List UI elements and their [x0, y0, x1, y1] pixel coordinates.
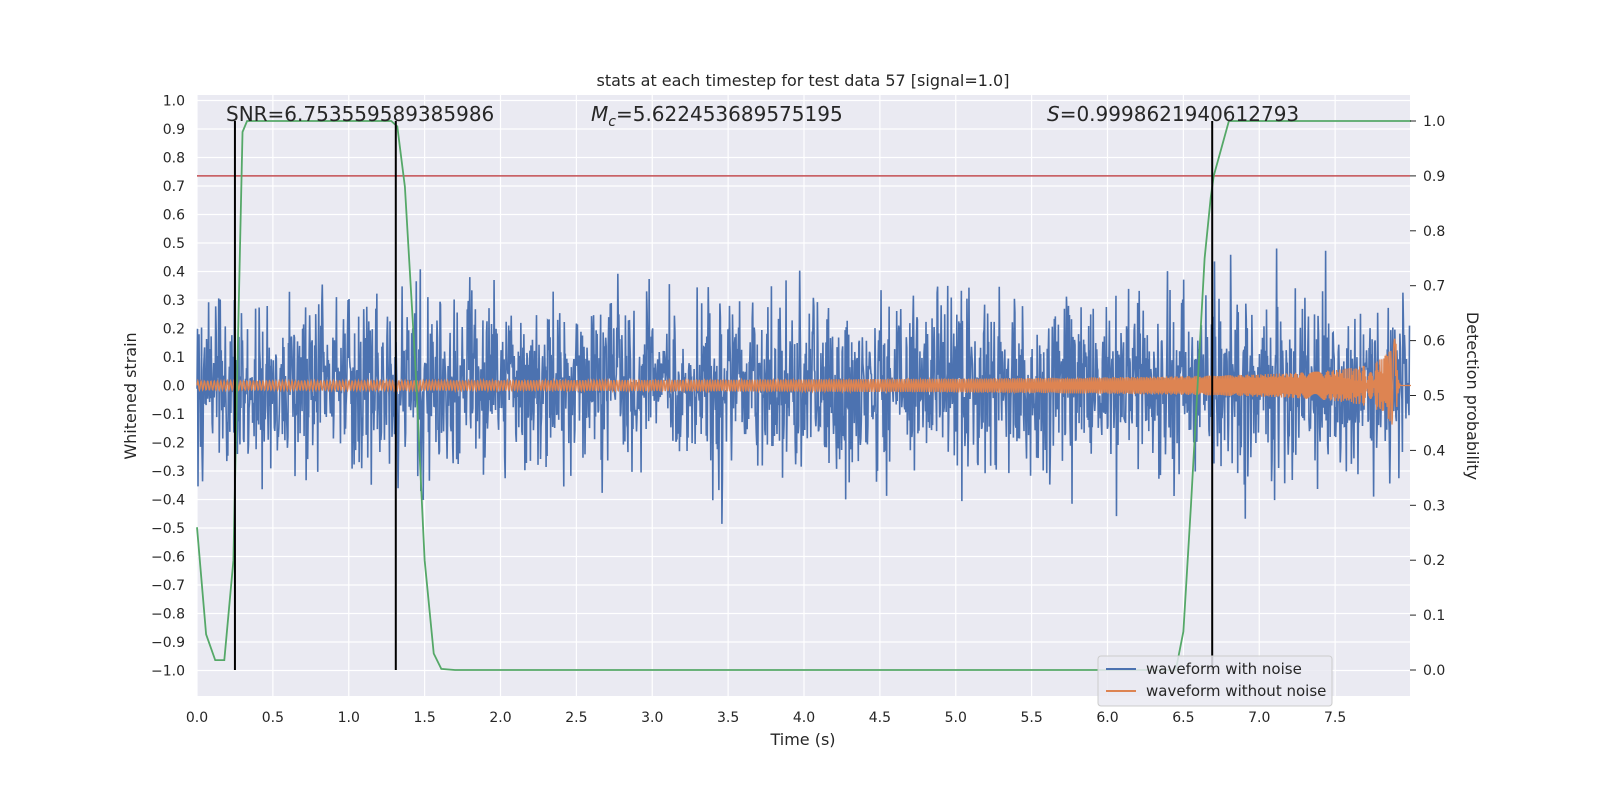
- y2-tick-label: 0.4: [1423, 443, 1445, 459]
- legend-label-noise: waveform with noise: [1146, 660, 1302, 678]
- y2-tick-label: 0.1: [1423, 608, 1445, 624]
- y-tick-label: 0.5: [163, 236, 185, 252]
- legend: waveform with noise waveform without noi…: [1097, 655, 1333, 707]
- y-tick-label: −0.7: [151, 578, 185, 594]
- legend-label-clean: waveform without noise: [1146, 682, 1326, 700]
- annotation-chirp-mass: Mc=5.622453689575195: [591, 102, 843, 130]
- y-tick-label: 0.2: [163, 322, 185, 338]
- y-tick-label: 0.9: [163, 122, 185, 138]
- y2-tick-label: 0.8: [1423, 224, 1445, 240]
- legend-box: [1097, 655, 1333, 707]
- y2-tick-label: 0.0: [1423, 663, 1445, 679]
- x-tick-label: 5.0: [945, 710, 967, 726]
- mc-symbol: M: [591, 102, 608, 126]
- y-tick-label: −0.1: [151, 407, 185, 423]
- series-waveform-without-noise: [196, 338, 1411, 425]
- x-tick-label: 1.0: [338, 710, 360, 726]
- y-tick-label: −0.2: [151, 436, 185, 452]
- x-tick-label: 7.0: [1248, 710, 1270, 726]
- y-tick-label: −0.6: [151, 550, 185, 566]
- y-tick-label: −1.0: [151, 664, 185, 680]
- vertical-markers: [233, 121, 1214, 670]
- y-tick-label: 0.7: [163, 179, 185, 195]
- y-tick-label: 0.1: [163, 350, 185, 366]
- annotation-s: S=0.9998621940612793: [1047, 102, 1299, 126]
- mc-subscript: c: [608, 114, 616, 130]
- y-tick-label: 0.4: [163, 265, 185, 281]
- y-tick-label: 0.3: [163, 293, 185, 309]
- y-tick-label: 0.0: [163, 379, 185, 395]
- x-axis-label: Time (s): [769, 730, 835, 749]
- s-symbol: S: [1047, 102, 1060, 126]
- y-tick-label: −0.9: [151, 635, 185, 651]
- y2-tick-label: 1.0: [1423, 114, 1445, 130]
- y-tick-label: −0.5: [151, 521, 185, 537]
- mc-value: =5.622453689575195: [616, 102, 843, 126]
- y2-ticks: 1.0 0.9 0.8 0.7 0.6 0.5 0.4 0.3 0.2 0.1 0.0: [1410, 114, 1445, 679]
- detection-probability-line: [196, 120, 1411, 671]
- x-tick-label: 3.5: [717, 710, 739, 726]
- x-tick-label: 5.5: [1020, 710, 1042, 726]
- y2-tick-label: 0.6: [1423, 334, 1445, 350]
- y-tick-label: −0.3: [151, 464, 185, 480]
- y-ticks: 1.0 0.9 0.8 0.7 0.6 0.5 0.4 0.3 0.2 0.1 0.0 −0.1 −0.…: [151, 94, 185, 680]
- y-tick-label: 1.0: [163, 94, 185, 110]
- x-tick-label: 2.0: [489, 710, 511, 726]
- y2-axis-label: Detection probability: [1463, 312, 1482, 480]
- y2-tick-label: 0.3: [1423, 498, 1445, 514]
- x-tick-label: 0.0: [186, 710, 208, 726]
- y-tick-label: 0.6: [163, 208, 185, 224]
- y2-tick-label: 0.9: [1423, 169, 1445, 185]
- waveform-without-noise-line: [196, 338, 1411, 425]
- x-tick-label: 3.0: [641, 710, 663, 726]
- y-tick-label: 0.8: [163, 151, 185, 167]
- series-waveform-with-noise: [196, 248, 1411, 524]
- x-tick-label: 0.5: [262, 710, 284, 726]
- x-tick-label: 4.0: [793, 710, 815, 726]
- x-tick-label: 1.5: [413, 710, 435, 726]
- s-value: =0.9998621940612793: [1060, 102, 1299, 126]
- y2-tick-label: 0.7: [1423, 279, 1445, 295]
- y2-tick-label: 0.2: [1423, 553, 1445, 569]
- y2-tick-label: 0.5: [1423, 389, 1445, 405]
- y-tick-label: −0.8: [151, 607, 185, 623]
- y-tick-label: −0.4: [151, 493, 185, 509]
- x-tick-label: 7.5: [1324, 710, 1346, 726]
- waveform-with-noise-line: [196, 248, 1411, 524]
- x-tick-label: 4.5: [869, 710, 891, 726]
- x-tick-label: 6.0: [1096, 710, 1118, 726]
- x-ticks: 0.0 0.5 1.0 1.5 2.0 2.5 3.0 3.5 4.0 4.5 5.0 5.5 6.0 6…: [186, 710, 1346, 726]
- x-tick-label: 6.5: [1172, 710, 1194, 726]
- chart-title: stats at each timestep for test data 57 …: [597, 71, 1010, 90]
- series-detection-probability: [196, 120, 1411, 671]
- x-tick-label: 2.5: [565, 710, 587, 726]
- annotation-snr: SNR=6.753559589385986: [226, 102, 494, 126]
- y-axis-label: Whitened strain: [121, 332, 140, 459]
